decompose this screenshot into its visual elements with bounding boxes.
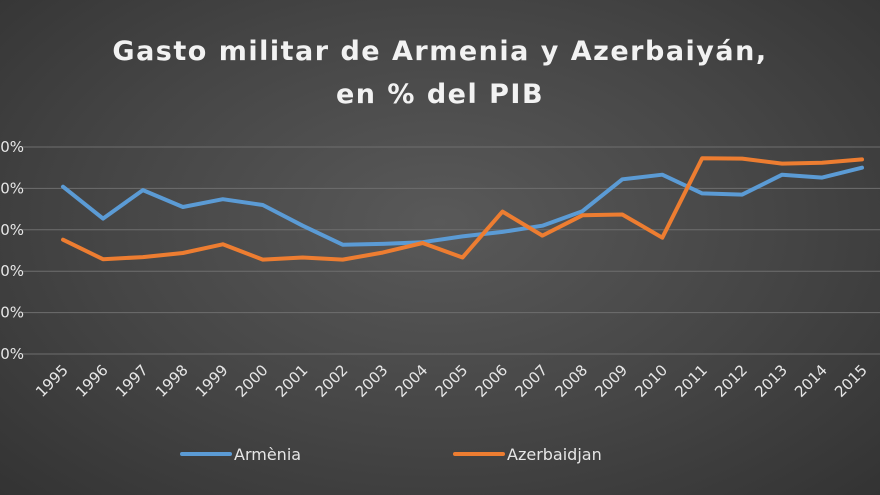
x-tick-label-2007: 2007	[511, 361, 551, 401]
series-line-1	[61, 156, 864, 262]
x-tick-label-2000: 2000	[232, 361, 272, 401]
y-tick-label-5: 0%	[0, 138, 24, 156]
y-tick-label-1: 0%	[0, 304, 24, 322]
chart-title-line-1: Gasto militar de Armenia y Azerbaiyán,	[112, 36, 767, 67]
legend-label-0: Armènia	[234, 445, 301, 464]
y-tick-label-4: 0%	[0, 179, 24, 197]
x-tick-label-2001: 2001	[272, 361, 312, 401]
x-tick-label-1999: 1999	[192, 361, 232, 401]
x-tick-label-2006: 2006	[472, 361, 512, 401]
x-tick-label-2009: 2009	[591, 361, 631, 401]
x-tick-label-2005: 2005	[432, 361, 472, 401]
gridlines	[22, 146, 880, 355]
x-tick-label-2010: 2010	[631, 361, 671, 401]
x-tick-label-2003: 2003	[352, 361, 392, 401]
x-tick-label-1997: 1997	[112, 361, 152, 401]
x-axis-tick-labels: 1995 1996 1997 1998 1999 2000 2001 2002 2003 2004…	[32, 361, 871, 401]
legend: Armènia Azerbaidjan	[180, 445, 602, 464]
y-tick-label-2: 0%	[0, 262, 24, 280]
x-tick-label-2015: 2015	[831, 361, 871, 401]
y-axis-tick-labels: 0% 0% 0% 0% 0% 0%	[0, 138, 24, 363]
legend-label-1: Azerbaidjan	[507, 445, 602, 464]
x-tick-label-1998: 1998	[152, 361, 192, 401]
x-tick-label-2013: 2013	[751, 361, 791, 401]
y-tick-label-0: 0%	[0, 345, 24, 363]
chart-title-line-2: en % del PIB	[336, 79, 544, 110]
chart-title: Gasto militar de Armenia y Azerbaiyán, e…	[112, 36, 767, 110]
x-tick-label-2002: 2002	[312, 361, 352, 401]
x-tick-label-2014: 2014	[791, 361, 831, 401]
x-tick-label-1995: 1995	[32, 361, 72, 401]
x-tick-label-1996: 1996	[72, 361, 112, 401]
x-tick-label-2008: 2008	[551, 361, 591, 401]
series-line-0	[61, 165, 864, 247]
x-tick-label-2012: 2012	[711, 361, 751, 401]
x-tick-label-2011: 2011	[671, 361, 711, 401]
y-tick-label-3: 0%	[0, 221, 24, 239]
x-tick-label-2004: 2004	[392, 361, 432, 401]
series-lines	[61, 156, 864, 262]
